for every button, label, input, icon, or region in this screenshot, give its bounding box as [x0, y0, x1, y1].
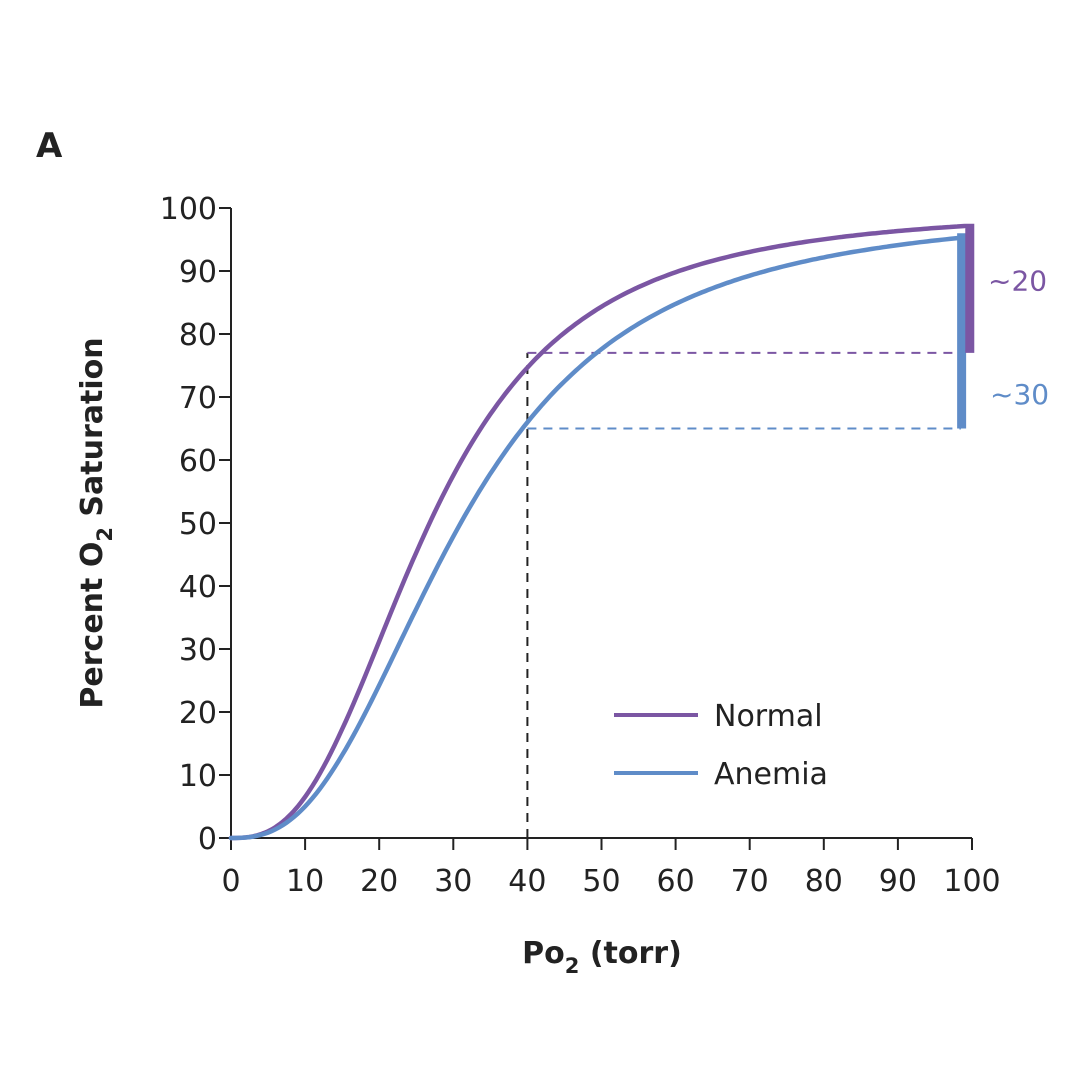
curves	[228, 223, 967, 841]
y-tick-label-10: 10	[179, 759, 217, 794]
y-tick-label-80: 80	[179, 318, 217, 353]
y-tick-label-70: 70	[179, 381, 217, 416]
y-tick-label-40: 40	[179, 570, 217, 605]
x-tick-label-0: 0	[221, 864, 240, 899]
x-tick-label-40: 40	[508, 864, 546, 899]
annotations: ~20 ~30	[957, 223, 1049, 429]
legend: Normal Anemia	[614, 699, 828, 792]
x-tick-label-30: 30	[434, 864, 472, 899]
y-tick-label-60: 60	[179, 444, 217, 479]
y-tick-label-50: 50	[179, 507, 217, 542]
x-tick-label-100: 100	[943, 864, 1000, 899]
legend-label-normal: Normal	[714, 699, 823, 734]
difference-label-anemia: ~30	[990, 378, 1049, 411]
x-tick-label-70: 70	[731, 864, 769, 899]
x-tick-label-90: 90	[879, 864, 917, 899]
y-tick-label-20: 20	[179, 696, 217, 731]
y-tick-label-30: 30	[179, 633, 217, 668]
y-tick-label-90: 90	[179, 255, 217, 290]
x-axis-title: Po2 (torr)	[522, 936, 682, 978]
curve-normal	[228, 223, 967, 841]
y-axis-title: Percent O2 Saturation	[75, 337, 117, 708]
x-tick-label-60: 60	[657, 864, 695, 899]
x-tick-label-50: 50	[582, 864, 620, 899]
legend-label-anemia: Anemia	[714, 757, 828, 792]
x-tick-label-80: 80	[805, 864, 843, 899]
curve-anemia	[228, 235, 967, 841]
y-tick-label-100: 100	[160, 192, 217, 227]
x-tick-label-20: 20	[360, 864, 398, 899]
x-tick-label-10: 10	[286, 864, 324, 899]
axes: 0 10 20 30 40 50 60 70 80 90 100 0 10 20 30 40 50 60 70 80 9…	[160, 192, 1001, 899]
difference-label-normal: ~20	[988, 264, 1047, 297]
panel-label: A	[36, 126, 63, 166]
y-tick-label-0: 0	[198, 822, 217, 857]
